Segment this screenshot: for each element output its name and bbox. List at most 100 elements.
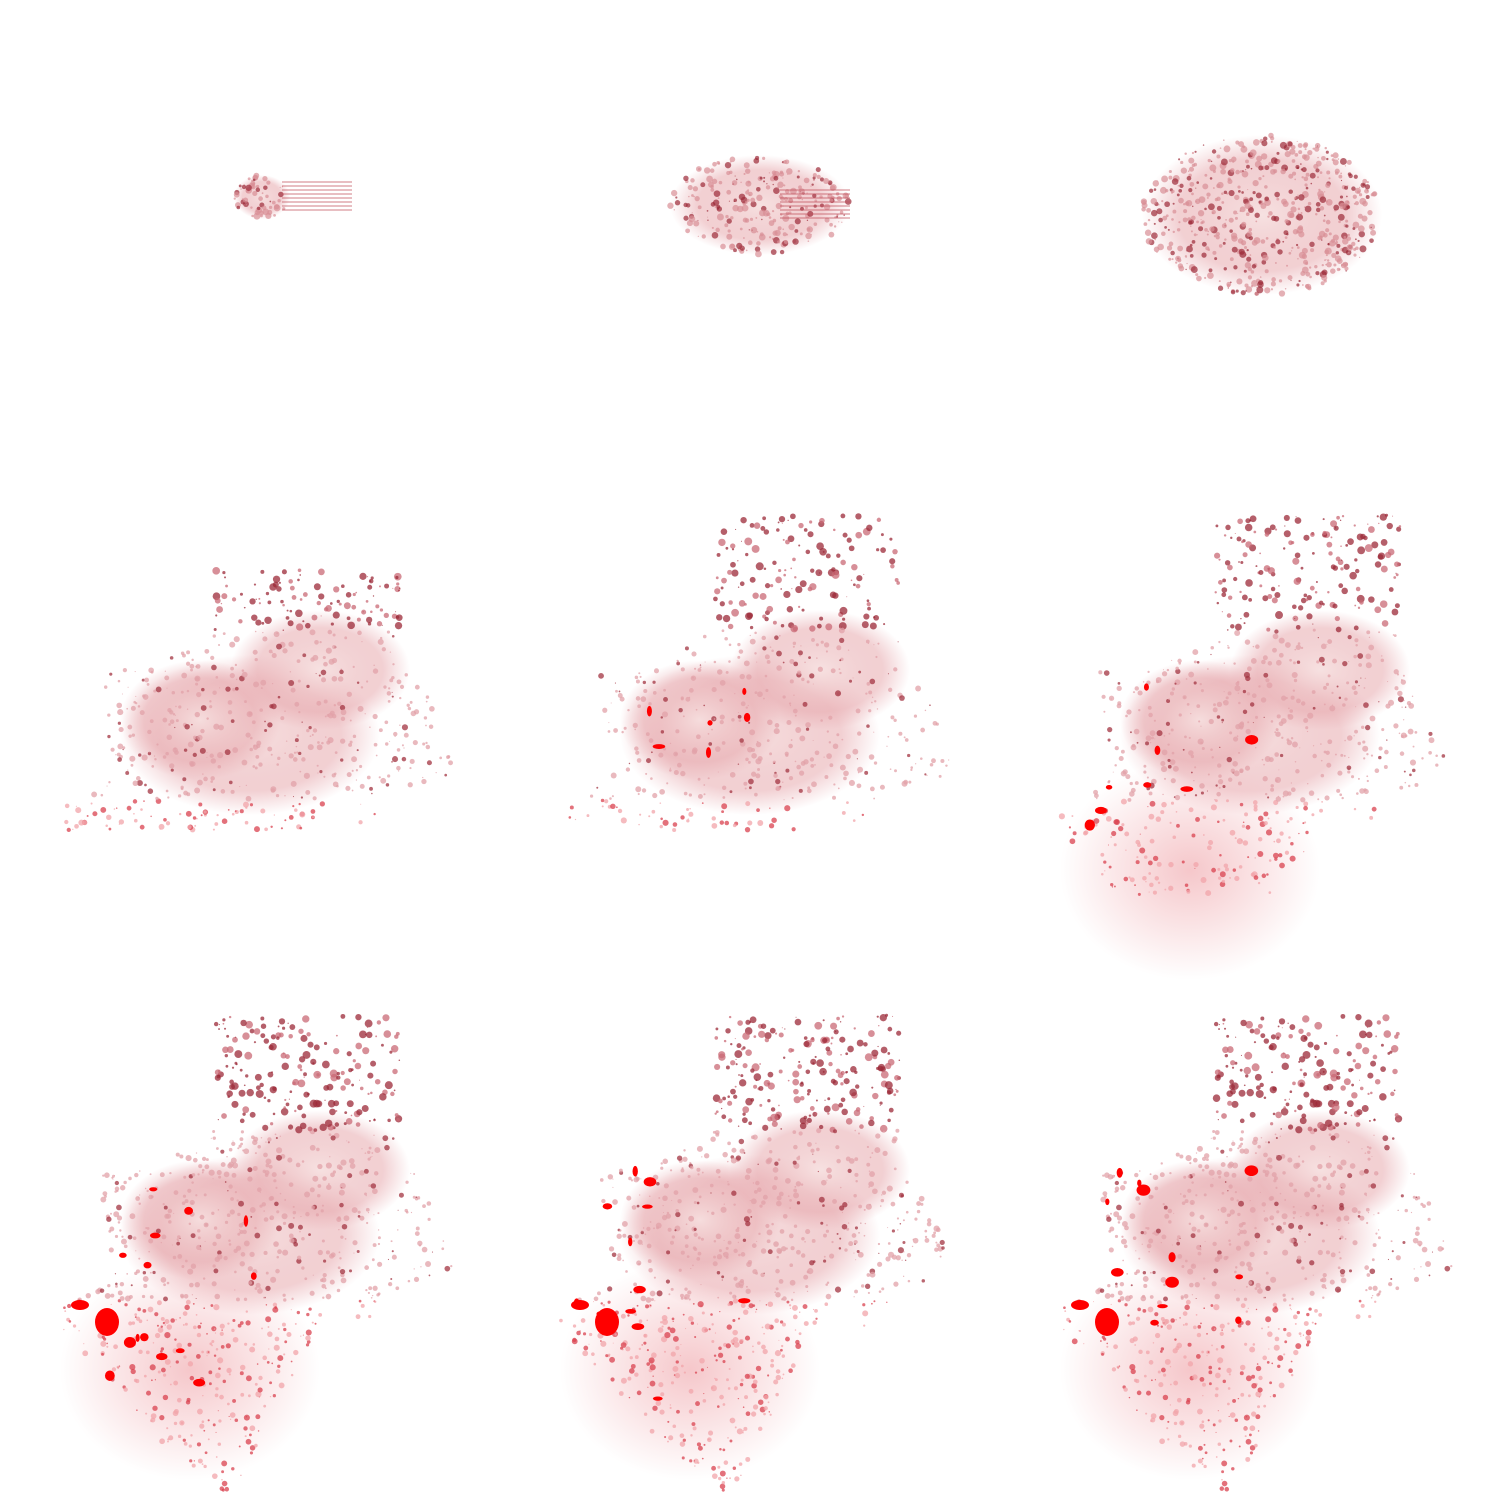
region-dot <box>864 1053 873 1062</box>
region-dot <box>1184 255 1188 258</box>
region-dot <box>1346 244 1354 251</box>
region-dot <box>728 1015 732 1019</box>
region-dot <box>849 1088 857 1097</box>
region-dot <box>1238 701 1241 705</box>
region-dot <box>1107 726 1113 733</box>
region-dot <box>404 1208 408 1213</box>
region-dot <box>1141 202 1148 209</box>
region-dot <box>1186 889 1191 894</box>
region-dot <box>1189 181 1195 187</box>
region-dot <box>1175 261 1178 264</box>
region-dot <box>1353 807 1357 811</box>
region-dot <box>237 1147 240 1150</box>
region-dot <box>848 1241 854 1247</box>
region-dot <box>1124 831 1130 837</box>
region-dot <box>667 1306 670 1310</box>
region-dot <box>155 686 162 693</box>
region-dot <box>1354 238 1357 241</box>
region-dot <box>182 1311 188 1316</box>
region-dot <box>1264 532 1270 537</box>
region-dot <box>1357 213 1363 219</box>
region-dot <box>639 675 642 678</box>
region-dot <box>1202 815 1207 820</box>
region-dot <box>716 669 723 675</box>
region-dot <box>1322 518 1325 521</box>
region-dot <box>1300 566 1304 570</box>
region-dot <box>410 1211 413 1214</box>
region-dot <box>1383 1030 1392 1038</box>
region-dot <box>177 1434 182 1439</box>
region-dot <box>346 691 352 697</box>
region-dot <box>836 195 842 202</box>
region-dot <box>287 620 294 627</box>
region-dot <box>1338 583 1344 589</box>
region-dot <box>1298 605 1304 611</box>
hotspot <box>595 1308 619 1336</box>
region-dot <box>1379 600 1388 608</box>
region-dot <box>859 1124 864 1129</box>
region-dot <box>1156 180 1158 182</box>
region-dot <box>118 727 124 733</box>
region-dot <box>706 175 713 183</box>
region-dot <box>754 1311 757 1313</box>
region-dot <box>876 548 880 552</box>
region-dot <box>822 1019 825 1022</box>
region-dot <box>749 576 756 583</box>
region-dot <box>175 705 177 708</box>
region-dot <box>691 194 694 197</box>
region-dot <box>223 1256 228 1261</box>
region-dot <box>1149 741 1152 744</box>
region-dot <box>387 1258 390 1261</box>
region-dot <box>742 1406 745 1408</box>
region-dot <box>830 184 837 191</box>
region-dot <box>1327 591 1330 594</box>
region-dot <box>102 1174 105 1177</box>
region-dot <box>1392 634 1395 636</box>
region-dot <box>1254 857 1257 859</box>
region-dot <box>1142 681 1145 683</box>
region-dot <box>163 1205 168 1210</box>
region-dot <box>743 1152 746 1154</box>
region-dot <box>734 1050 743 1059</box>
region-dot <box>798 1332 802 1336</box>
region-dot <box>792 1070 800 1078</box>
region-dot <box>744 1395 749 1400</box>
region-dot <box>732 1319 736 1323</box>
region-dot <box>1235 289 1239 293</box>
region-dot <box>767 1301 774 1307</box>
region-dot <box>1234 837 1237 840</box>
region-dot <box>643 1341 647 1345</box>
region-dot <box>757 691 763 698</box>
region-dot <box>242 1106 250 1114</box>
region-dot <box>104 1172 110 1178</box>
region-dot <box>1194 867 1196 869</box>
region-dot <box>292 805 295 808</box>
region-dot <box>677 660 680 663</box>
region-dot <box>757 1341 761 1345</box>
region-dot <box>215 614 218 617</box>
region-dot <box>763 1332 765 1335</box>
region-dot <box>807 531 814 538</box>
region-dot <box>347 1173 353 1179</box>
region-dot <box>780 213 783 216</box>
region-dot <box>854 1172 859 1177</box>
region-dot <box>1267 661 1273 666</box>
region-dot <box>281 1026 286 1030</box>
region-dot <box>688 1298 691 1301</box>
region-dot <box>623 726 627 730</box>
region-dot <box>903 779 909 785</box>
region-dot <box>1278 290 1286 297</box>
region-dot <box>724 161 732 169</box>
region-dot <box>826 1049 833 1056</box>
region-dot <box>294 1109 297 1113</box>
region-dot <box>670 1287 674 1291</box>
region-dot <box>1160 1350 1163 1353</box>
region-dot <box>778 568 782 573</box>
region-dot <box>1357 546 1366 555</box>
region-dot <box>194 711 200 718</box>
region-dot <box>839 1205 845 1211</box>
region-dot <box>217 1442 222 1446</box>
region-dot <box>1294 648 1297 651</box>
region-dot <box>154 1379 156 1381</box>
region-dot <box>272 1112 276 1116</box>
